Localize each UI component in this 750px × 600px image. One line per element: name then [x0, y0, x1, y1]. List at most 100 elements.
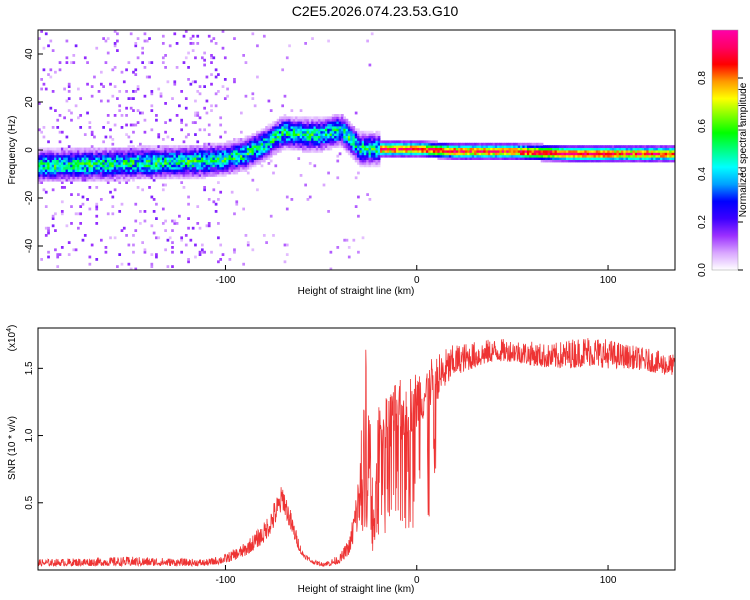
heatmap-cell: [301, 121, 305, 124]
heatmap-cell: [180, 152, 184, 156]
heatmap-cell: [533, 150, 537, 153]
heatmap-cell: [256, 130, 259, 134]
heatmap-cell: [49, 152, 53, 156]
heatmap-cell: [352, 133, 356, 136]
heatmap-cell: [44, 154, 48, 158]
heatmap-cell: [421, 150, 425, 153]
heatmap-cell: [233, 152, 236, 156]
heatmap-cell: [230, 152, 234, 156]
heatmap-cell: [666, 150, 670, 153]
heatmap-cell: [125, 154, 128, 158]
heatmap-cell: [205, 224, 209, 228]
heatmap-cell: [520, 157, 523, 160]
heatmap-cell: [352, 140, 356, 144]
heatmap-cell: [143, 147, 147, 151]
heatmap-cell: [207, 147, 211, 151]
heatmap-cell: [269, 147, 273, 151]
heatmap-cell: [93, 162, 96, 165]
heatmap-cell: [155, 147, 158, 151]
heatmap-cell: [595, 147, 599, 151]
heatmap-cell: [77, 154, 80, 158]
heatmap-cell: [405, 152, 408, 156]
heatmap-cell: [297, 140, 301, 144]
heatmap-cell: [235, 142, 239, 146]
heatmap-cell: [338, 116, 342, 120]
heatmap-cell: [366, 150, 369, 153]
heatmap-cell: [407, 150, 411, 153]
heatmap-cell: [214, 174, 218, 177]
heatmap-cell: [79, 205, 83, 208]
heatmap-cell: [58, 174, 62, 177]
heatmap-cell: [272, 140, 275, 144]
heatmap-cell: [377, 150, 381, 153]
heatmap-cell: [157, 159, 161, 163]
heatmap-cell: [60, 174, 64, 177]
heatmap-cell: [666, 157, 670, 160]
heatmap-cell: [70, 171, 73, 175]
heatmap-cell: [338, 133, 342, 136]
heatmap-cell: [67, 154, 71, 158]
y-tick-label: -20: [24, 190, 35, 205]
heatmap-cell: [269, 140, 273, 144]
heatmap-cell: [315, 121, 319, 124]
heatmap-cell: [357, 140, 360, 144]
heatmap-cell: [226, 164, 229, 168]
heatmap-cell: [122, 176, 126, 180]
heatmap-cell: [161, 176, 165, 180]
heatmap-cell: [508, 157, 512, 160]
heatmap-cell: [246, 166, 250, 170]
heatmap-cell: [54, 157, 57, 160]
heatmap-cell: [299, 135, 303, 139]
heatmap-cell: [324, 121, 328, 124]
heatmap-cell: [540, 150, 544, 153]
heatmap-cell: [56, 147, 60, 151]
heatmap-cell: [389, 145, 392, 148]
heatmap-cell: [166, 135, 170, 139]
heatmap-cell: [132, 154, 135, 158]
heatmap-cell: [122, 171, 126, 175]
heatmap-cell: [637, 150, 640, 153]
heatmap-cell: [240, 142, 243, 146]
heatmap-cell: [396, 154, 399, 158]
heatmap-cell: [125, 152, 128, 156]
heatmap-cell: [669, 157, 672, 160]
heatmap-cell: [598, 159, 601, 163]
heatmap-cell: [182, 186, 186, 189]
heatmap-cell: [297, 147, 301, 151]
heatmap-cell: [240, 159, 243, 163]
heatmap-cell: [242, 150, 245, 153]
heatmap-cell: [467, 142, 470, 146]
heatmap-cell: [547, 157, 551, 160]
heatmap-cell: [359, 164, 363, 168]
heatmap-cell: [324, 142, 328, 146]
heatmap-cell: [623, 154, 627, 158]
heatmap-cell: [283, 128, 287, 132]
heatmap-cell: [565, 145, 569, 148]
heatmap-cell: [313, 116, 317, 120]
heatmap-cell: [63, 174, 66, 177]
heatmap-cell: [182, 169, 186, 172]
heatmap-cell: [648, 157, 652, 160]
heatmap-cell: [536, 147, 539, 151]
heatmap-cell: [621, 154, 624, 158]
heatmap-cell: [83, 162, 87, 165]
heatmap-cell: [230, 157, 234, 160]
heatmap-cell: [86, 61, 89, 64]
heatmap-cell: [72, 159, 76, 163]
heatmap-cell: [370, 142, 374, 146]
heatmap-cell: [161, 145, 165, 148]
heatmap-cell: [219, 169, 223, 172]
heatmap-cell: [132, 147, 135, 151]
heatmap-cell: [150, 171, 154, 175]
heatmap-cell: [357, 157, 360, 160]
heatmap-cell: [175, 164, 179, 168]
heatmap-cell: [520, 152, 523, 156]
heatmap-cell: [175, 162, 179, 165]
heatmap-cell: [226, 87, 229, 91]
spectrogram-ylabel: Frequency (Hz): [7, 116, 18, 185]
heatmap-cell: [205, 166, 209, 170]
heatmap-cell: [217, 198, 220, 201]
heatmap-cell: [51, 217, 55, 220]
heatmap-cell: [157, 145, 161, 148]
heatmap-cell: [106, 154, 110, 158]
